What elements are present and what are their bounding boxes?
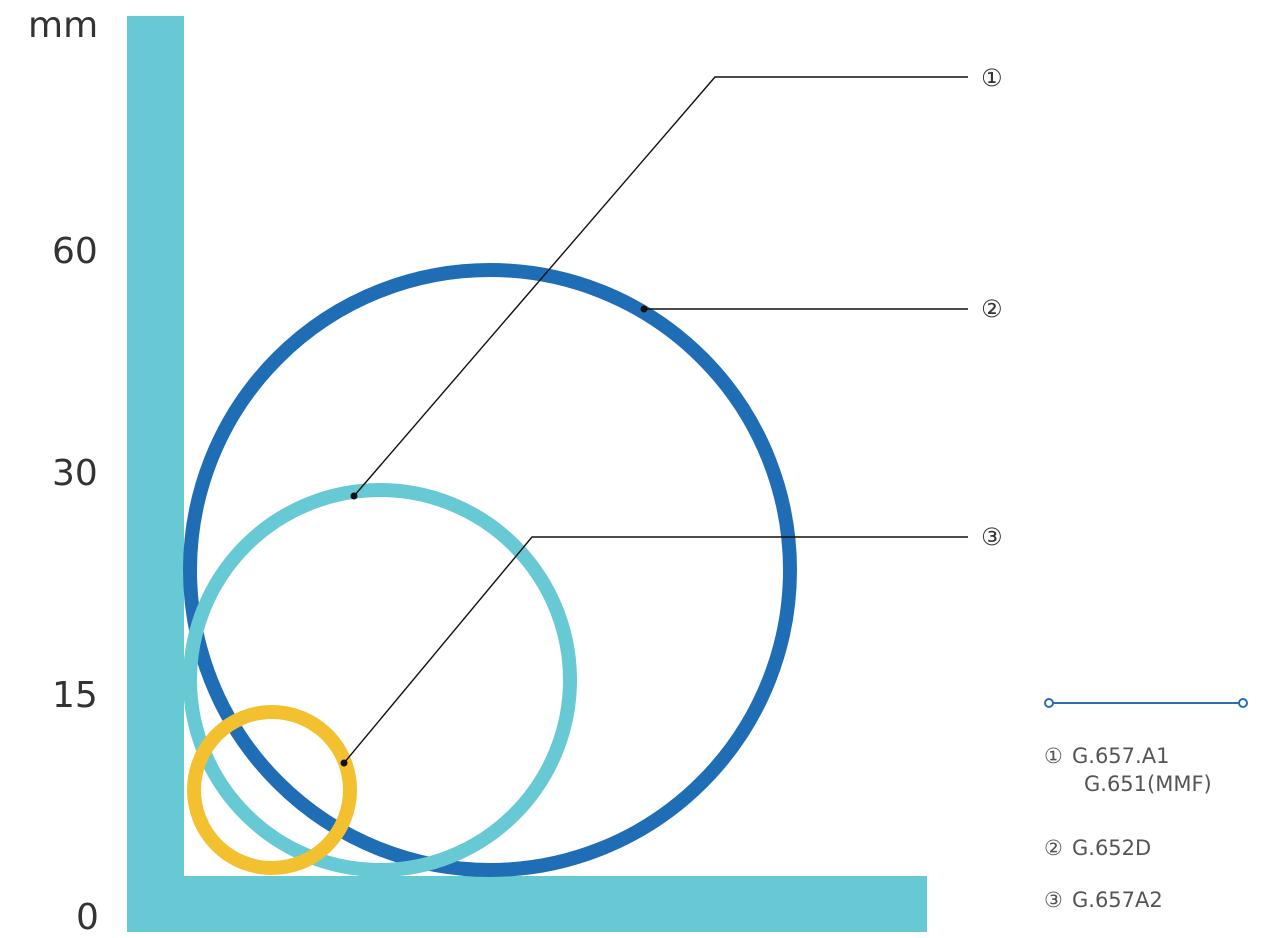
legend-item-2: ② G.652D <box>1044 834 1151 862</box>
legend-text-1a: G.657.A1 <box>1072 744 1170 768</box>
legend-divider-start-dot <box>1044 698 1054 708</box>
circle-g657a2 <box>187 705 357 875</box>
marker-label-2: ② <box>981 295 1003 323</box>
legend-divider-end-dot <box>1238 698 1248 708</box>
leader-line-1 <box>353 76 968 497</box>
leader-dot-3 <box>340 759 348 767</box>
legend-item-1: ① G.657.A1 G.651(MMF) <box>1044 742 1212 798</box>
legend-symbol-1: ① <box>1044 744 1063 768</box>
tick-label-30: 30 <box>52 453 98 494</box>
tick-label-60: 60 <box>52 231 98 272</box>
leader-line-3 <box>343 536 968 764</box>
legend-symbol-3: ③ <box>1044 888 1063 912</box>
vertical-axis-bar <box>127 16 184 932</box>
circle-g652d <box>183 263 797 877</box>
legend-text-1b: G.651(MMF) <box>1084 772 1212 796</box>
tick-label-15: 15 <box>52 675 98 716</box>
leader-dot-2 <box>640 305 648 313</box>
circle-g657a1 <box>183 483 577 877</box>
tick-label-0: 0 <box>76 897 99 938</box>
legend-item-3: ③ G.657A2 <box>1044 886 1163 914</box>
legend-text-3: G.657A2 <box>1072 888 1163 912</box>
legend-symbol-2: ② <box>1044 836 1063 860</box>
marker-label-3: ③ <box>981 523 1003 551</box>
legend-divider <box>1048 702 1244 704</box>
unit-label: mm <box>28 5 99 46</box>
leader-dot-1 <box>350 492 358 500</box>
legend-text-2: G.652D <box>1072 836 1152 860</box>
horizontal-axis-bar <box>127 876 927 932</box>
marker-label-1: ① <box>981 64 1003 92</box>
